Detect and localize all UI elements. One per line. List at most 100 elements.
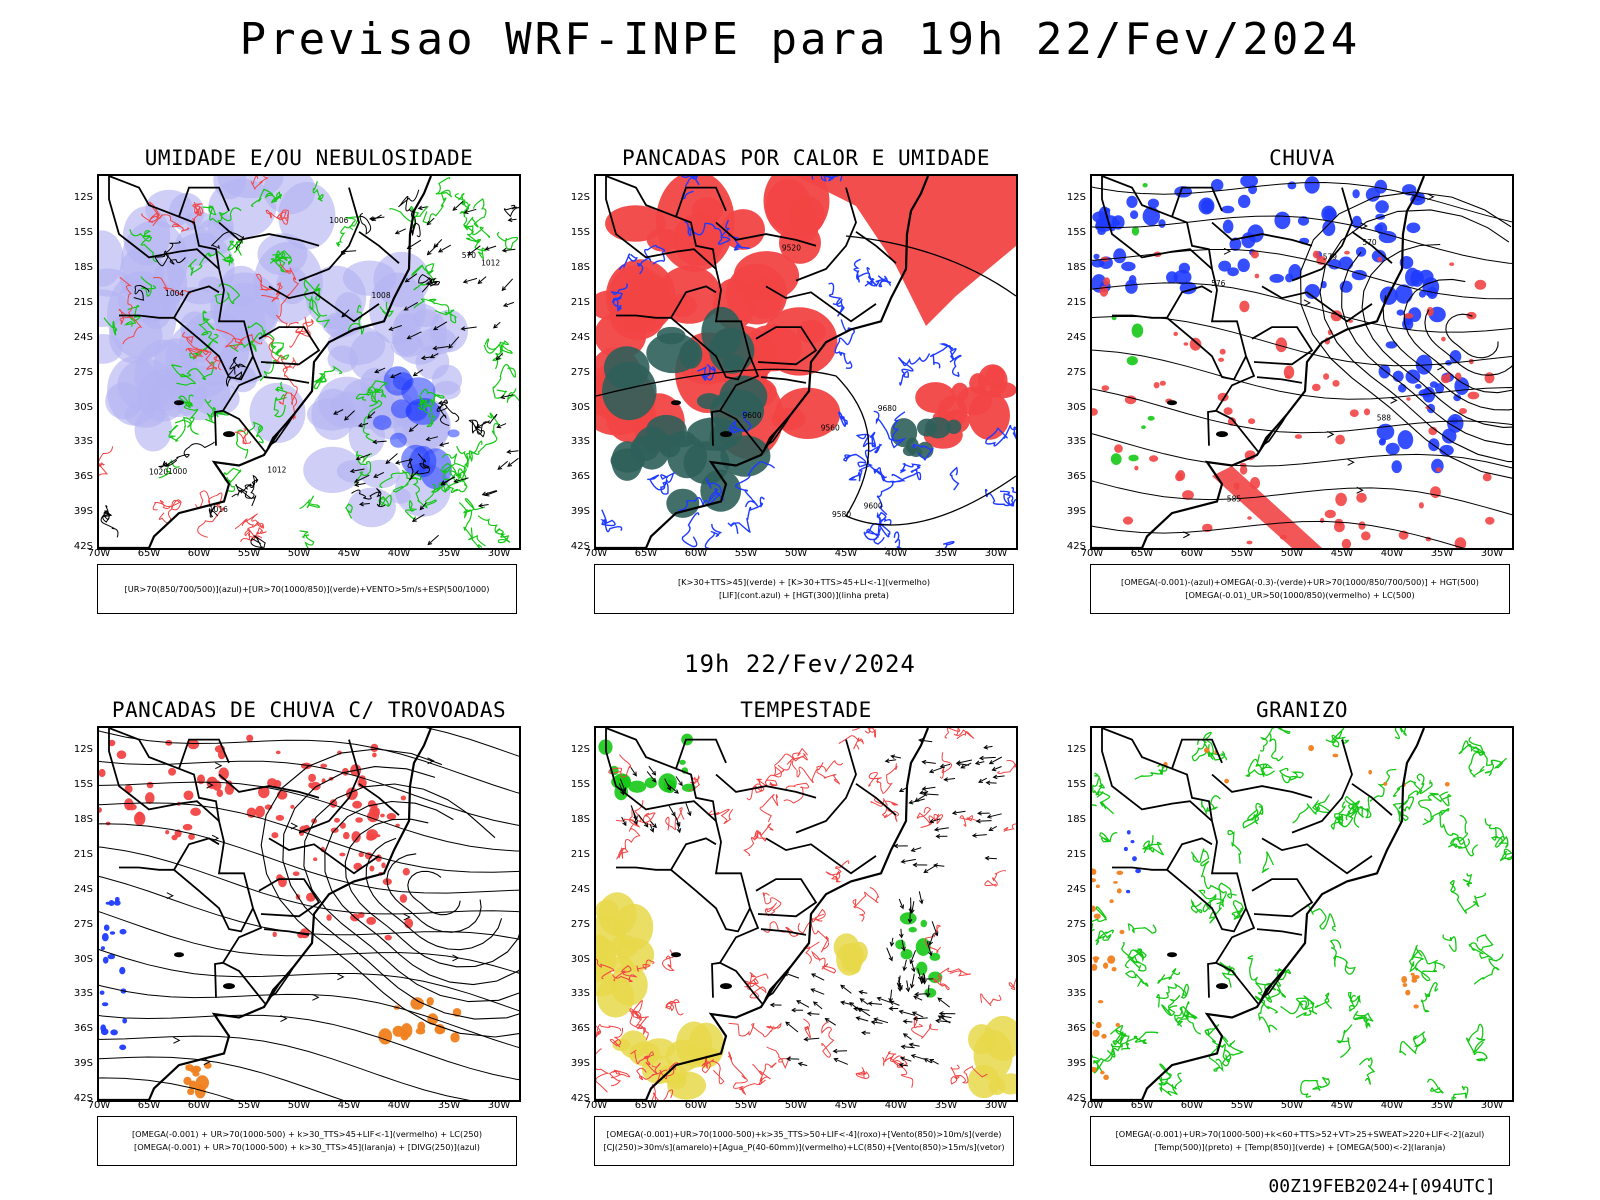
wind850-vector: [915, 993, 927, 995]
wind-vector: [404, 301, 419, 311]
wind850-vector-head: [785, 1056, 791, 1062]
wind850-vector: [929, 1059, 939, 1065]
wind-vector-head: [437, 248, 443, 253]
precipitable-water-contour: [868, 763, 898, 794]
humidity-contour-green: [497, 231, 519, 250]
wind850-vector-head: [888, 956, 893, 962]
wind850-vector: [924, 1058, 932, 1064]
latitude-tick-label: 18S: [570, 814, 590, 825]
omega-blue: [1247, 224, 1264, 243]
latitude-tick-label: 36S: [73, 1023, 93, 1035]
state-border: [263, 928, 310, 936]
longitude-tick-label: 45W: [337, 1100, 361, 1111]
wind850-green: [924, 988, 937, 998]
thunderstorm-red: [187, 739, 200, 750]
thunderstorm-red: [290, 804, 295, 809]
latitude-tick-label: 24S: [73, 883, 93, 895]
wind850-vector-head: [643, 822, 649, 828]
precipitable-water-contour: [733, 1062, 777, 1096]
wind850-vector: [856, 1017, 869, 1022]
latitude-tick-label: 33S: [570, 436, 590, 448]
wind850-vector: [813, 1001, 823, 1010]
wind850-vector: [913, 995, 923, 1001]
instability-red: [605, 205, 666, 242]
instability-green: [710, 389, 765, 433]
lifted-index-contour: [949, 466, 960, 491]
wind850-vector: [871, 1021, 883, 1024]
lake-mark: [671, 400, 681, 406]
wind850-vector-head: [991, 766, 997, 772]
omega-blue: [1392, 370, 1404, 382]
omega500-orange: [1103, 962, 1109, 969]
run-timestamp: 00Z19FEB2024+[094UTC]: [1268, 1176, 1496, 1197]
panel-tempestade: TEMPESTADE 12S 15S 18S 21S 24S 27S 30S 33S 36S 39S…: [571, 698, 1074, 1168]
wind850-vector: [874, 1018, 889, 1024]
state-border: [1251, 326, 1314, 366]
hgt500-contour: [1403, 278, 1512, 394]
latitude-tick-label: 27S: [570, 366, 590, 378]
latitude-tick-label: 12S: [1066, 192, 1086, 204]
humidity-contour-green: [411, 263, 435, 291]
state-border: [1101, 176, 1259, 453]
rain-red: [1344, 250, 1350, 255]
precipitable-water-contour: [596, 1024, 622, 1038]
wind-vector: [412, 513, 425, 522]
temp850-contour: [1279, 767, 1304, 784]
contour-label: 9600: [743, 411, 762, 420]
wind850-vector-head: [960, 764, 966, 769]
wind850-vector-head: [933, 931, 939, 937]
precipitable-water-contour: [630, 1049, 661, 1075]
rain-red: [1341, 538, 1352, 548]
wind850-vector: [975, 761, 985, 765]
wind850-vector: [952, 810, 966, 814]
omega500-orange: [1204, 747, 1210, 753]
lc500-streamline: [1092, 181, 1512, 223]
omega-blue: [1130, 210, 1139, 220]
precipitable-water-contour: [609, 1027, 624, 1048]
wind-vector-head: [406, 335, 412, 340]
state-border: [1171, 186, 1223, 217]
state-border: [268, 837, 380, 875]
omega500-orange: [1411, 975, 1417, 980]
state-border: [1256, 376, 1303, 384]
lifted-index-contour: [855, 431, 876, 448]
instability-green: [946, 419, 962, 434]
state-border: [1351, 783, 1393, 816]
wind850-vector: [898, 977, 901, 991]
omega500-orange: [1332, 753, 1339, 758]
wind850-vector: [900, 1057, 912, 1062]
wind850-green: [899, 912, 917, 925]
lifted-index-contour: [863, 523, 885, 545]
temp850-contour: [1242, 802, 1264, 829]
thunderstorm-orange: [400, 1030, 409, 1041]
legend-text: [UR>70(850/700/500)](azul)+[UR>70(1000/8…: [124, 583, 490, 594]
pressure-contour: [398, 189, 421, 238]
precipitable-water-contour: [959, 815, 978, 827]
wind850-vector-head: [889, 941, 895, 947]
precipitable-water-contour: [777, 757, 797, 771]
map-frame: 588 579 576 585 570: [1090, 174, 1514, 550]
divergence-blue: [109, 931, 116, 935]
wind-vector-head: [404, 277, 410, 283]
wind-vector: [350, 468, 365, 472]
wind850-vector-head: [803, 1036, 809, 1042]
latitude-tick-label: 12S: [73, 192, 93, 204]
omega-blue: [1398, 383, 1407, 393]
thunderstorm-red: [369, 865, 375, 872]
coastline: [99, 176, 433, 548]
thickness-contour-red: [191, 201, 204, 225]
wind-vector-head: [477, 503, 483, 508]
wind850-vector-head: [896, 982, 902, 988]
rain-red: [1250, 250, 1259, 259]
longitude-tick-label: 60W: [1180, 1100, 1204, 1111]
wind850-vector-head: [937, 997, 943, 1002]
longitude-tick-label: 45W: [1330, 548, 1354, 559]
omega-blue: [1378, 230, 1397, 244]
temp850-contour: [1245, 754, 1276, 778]
hail-blue: [1123, 846, 1128, 852]
wind-vector: [367, 411, 376, 419]
jet-yellow: [596, 899, 619, 922]
wind850-vector: [630, 767, 637, 776]
wind850-vector-head: [911, 1011, 917, 1016]
